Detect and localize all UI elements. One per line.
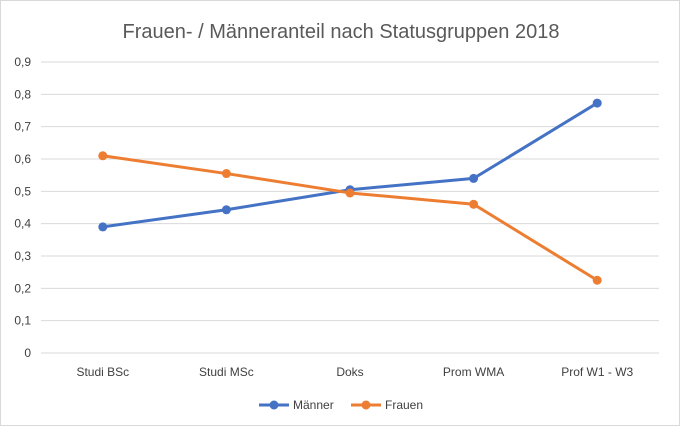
- data-point-frauen: [345, 188, 355, 198]
- legend-label: Männer: [293, 398, 334, 412]
- legend: Männer Frauen: [259, 398, 423, 412]
- y-tick-label: 0: [24, 346, 31, 360]
- y-tick-label: 0,6: [14, 152, 31, 166]
- x-tick-label: Doks: [336, 365, 363, 379]
- y-tick-label: 0,7: [14, 120, 31, 134]
- legend-swatch-marker: [269, 400, 279, 410]
- data-point-frauen: [592, 275, 602, 285]
- x-tick-label: Prom WMA: [443, 365, 504, 379]
- data-point-m-nner: [98, 222, 108, 232]
- legend-label: Frauen: [385, 398, 423, 412]
- y-tick-label: 0,9: [14, 55, 31, 69]
- legend-item-frauen: Frauen: [351, 398, 423, 412]
- x-axis-ticks: Studi BSc Studi MSc Doks Prom WMA Prof W1 - …: [76, 365, 633, 379]
- data-point-frauen: [469, 199, 479, 209]
- data-point-frauen: [221, 169, 231, 179]
- data-point-m-nner: [221, 205, 231, 215]
- chart-title: Frauen- / Männeranteil nach Statusgruppe…: [123, 21, 560, 43]
- data-point-m-nner: [469, 173, 479, 183]
- x-tick-label: Studi MSc: [199, 365, 254, 379]
- legend-swatch-marker: [361, 400, 371, 410]
- x-tick-label: Prof W1 - W3: [561, 365, 633, 379]
- y-tick-label: 0,2: [14, 281, 31, 295]
- legend-item-m-nner: Männer: [259, 398, 334, 412]
- data-point-m-nner: [592, 98, 602, 108]
- y-axis-ticks: 0 0,1 0,2 0,3 0,4 0,5 0,6 0,7 0,8 0,9: [14, 55, 31, 360]
- y-tick-label: 0,1: [14, 314, 31, 328]
- y-tick-label: 0,4: [14, 217, 31, 231]
- y-tick-label: 0,3: [14, 249, 31, 263]
- grid-lines: [41, 61, 659, 354]
- y-tick-label: 0,5: [14, 184, 31, 198]
- y-tick-label: 0,8: [14, 87, 31, 101]
- x-tick-label: Studi BSc: [76, 365, 129, 379]
- series-layer: [98, 98, 602, 285]
- data-point-frauen: [98, 151, 108, 161]
